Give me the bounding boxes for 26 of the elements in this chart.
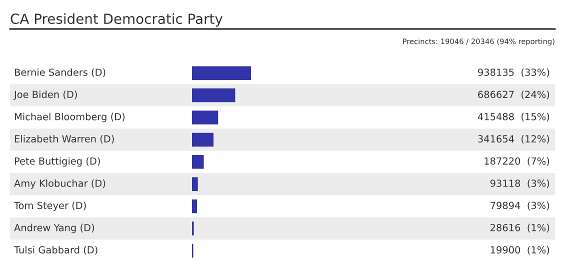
data-label: 79894 (3%): [490, 202, 550, 210]
data-label: 341654 (12%): [478, 135, 550, 144]
data-label: 415488 (15%): [478, 112, 550, 122]
data-label: 93118 (3%): [490, 179, 550, 188]
data-label: 686627 (24%): [478, 90, 550, 100]
data-label: 28616 (1%): [490, 224, 550, 232]
y-tick-label: Joe Biden (D): [13, 90, 77, 100]
y-tick-label: Tulsi Gabbard (D): [14, 246, 98, 255]
data-label: 938135 (33%): [478, 68, 550, 78]
bar: [192, 110, 218, 124]
bar: [192, 199, 198, 214]
y-tick-label: Amy Klobuchar (D): [14, 179, 106, 189]
bar: [192, 132, 214, 147]
chart-title: CA President Democratic Party: [10, 13, 223, 27]
y-tick-label: Michael Bloomberg (D): [14, 112, 125, 122]
bar: [192, 155, 204, 169]
y-tick-label: Andrew Yang (D): [14, 224, 94, 234]
y-tick-label: Tom Steyer (D): [14, 202, 86, 212]
bar: [192, 66, 252, 80]
y-tick-label: Elizabeth Warren (D): [14, 134, 114, 144]
bar: [192, 177, 198, 191]
data-label: 19900 (1%): [490, 246, 550, 255]
data-label: 187220 (7%): [484, 157, 550, 166]
y-tick-label: Pete Buttigieg (D): [14, 157, 100, 167]
bar: [192, 88, 236, 102]
y-tick-label: Bernie Sanders (D): [14, 68, 106, 78]
